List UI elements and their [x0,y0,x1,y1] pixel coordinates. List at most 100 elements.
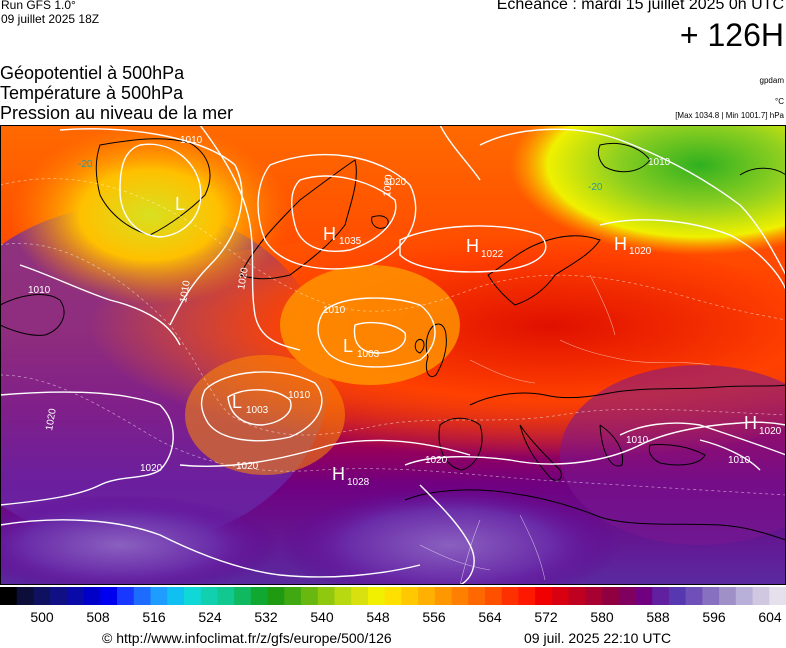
country-borders [419,274,711,585]
colorbar-swatch [735,587,754,605]
colorbar-swatch [401,587,419,605]
colorbar [0,587,786,605]
colorbar-swatch [635,587,653,605]
pressure-center: H 1022 [466,236,504,260]
title-geopotential: Géopotentiel à 500hPa [0,63,185,83]
colorbar-swatch [602,587,620,605]
colorbar-tick-label: 548 [366,609,390,625]
colorbar-swatch [200,587,218,605]
colorbar-swatch [183,587,202,605]
unit-geopotential: gpdam [759,76,784,85]
colorbar-swatch [117,587,135,605]
colorbar-swatch [50,587,68,605]
field-southwest-purple [0,495,280,585]
svg-text:1003: 1003 [246,405,269,416]
colorbar-swatch [518,587,536,605]
svg-text:H: H [466,236,479,256]
colorbar-swatch [16,587,35,605]
colorbar-tick-label: 564 [478,609,502,625]
isobar-label: 1010 [288,390,311,401]
colorbar-ticks: 500 508 516 524 532 540 548 556 564 572 580 588 596 6… [0,608,786,628]
isobar-labels: 1010 1020 1010 1020 1010 1010 1020 1010 … [28,135,751,474]
colorbar-tick-label: 588 [646,609,670,625]
colorbar-swatch [652,587,670,605]
colorbar-tick-label: 604 [758,609,782,625]
field-atlantic-orange [280,265,460,385]
title-pressure: Pression au niveau de la mer [0,103,234,123]
colorbar-swatch [668,587,687,605]
unit-pressure-range: [Max 1034.8 | Min 1001.7] hPa [675,111,784,120]
colorbar-swatch [568,587,586,605]
svg-text:1020: 1020 [759,426,782,437]
pressure-center: L 1003 [343,336,380,360]
colorbar-swatch [0,587,18,605]
footer-source-url: © http://www.infoclimat.fr/z/gfs/europe/… [102,630,392,646]
colorbar-swatch [501,587,520,605]
colorbar-swatch [719,587,737,605]
colorbar-swatch [484,587,503,605]
isobar-label: 1020 [236,266,251,290]
svg-text:L: L [343,336,353,356]
pressure-center: H 1020 [614,234,652,257]
footer-generated-time: 09 juil. 2025 22:10 UTC [524,630,672,646]
isobar-label: 1010 [28,285,51,296]
svg-text:H: H [332,464,345,484]
pressure-center: L 1003 [232,392,269,416]
field-northwest-yellow [10,125,290,305]
isobar-label: 1010 [728,455,751,466]
colorbar-tick-label: 516 [142,609,166,625]
colorbar-swatch [33,587,51,605]
isobar-label: 1020 [44,407,59,431]
temperature-label: -20 [78,159,93,170]
colorbar-swatch [752,587,770,605]
colorbar-tick-label: 596 [702,609,726,625]
svg-text:1028: 1028 [347,477,370,488]
geopotential-contours [0,178,786,496]
colorbar-tick-label: 580 [590,609,614,625]
colorbar-tick-label: 540 [310,609,334,625]
isobar-label: 1020 [425,455,448,466]
forecast-valid-time: Echéance : mardi 15 juillet 2025 0h UTC [496,0,784,13]
svg-text:H: H [323,224,336,244]
colorbar-swatch [367,587,386,605]
field-low-orange [185,355,345,475]
colorbar-swatch [618,587,637,605]
svg-text:H: H [744,413,757,433]
colorbar-swatch [585,587,603,605]
colorbar-swatch [66,587,85,605]
colorbar-tick-label: 500 [30,609,54,625]
colorbar-swatch [150,587,168,605]
lead-time: + 126H [679,17,784,53]
field-northeast-green [510,125,786,255]
weather-map: H 1035 H 1022 H 1020 L 1003 L 1003 H 1028 H 102… [0,125,786,585]
pressure-center: L [175,194,185,214]
colorbar-swatch [284,587,302,605]
isobar-label: 1010 [648,157,671,168]
isobar-label: 1010 [323,305,346,316]
field-east-purple [560,365,786,545]
colorbar-tick-label: 556 [422,609,446,625]
colorbar-swatch [702,587,720,605]
colorbar-swatch [334,587,352,605]
svg-text:H: H [614,234,627,254]
colorbar-swatch [418,587,436,605]
colorbar-tick-label: 508 [86,609,110,625]
isobar-label: 1020 [382,174,395,198]
isobar-label: 1010 [626,435,649,446]
colorbar-swatch [551,587,570,605]
run-date: 09 juillet 2025 18Z [1,12,100,26]
colorbar-swatch [317,587,336,605]
colorbar-swatch [217,587,235,605]
colorbar-swatch [133,587,152,605]
colorbar-swatch [301,587,319,605]
colorbar-swatch [167,587,185,605]
pressure-centers: H 1035 H 1022 H 1020 L 1003 L 1003 H 1028 H 102… [175,194,782,488]
svg-text:L: L [232,392,242,412]
svg-text:1020: 1020 [629,246,652,257]
colorbar-swatch [100,587,118,605]
temperature-labels: -20 -20 [78,159,603,193]
svg-text:1022: 1022 [481,249,504,260]
pressure-center: H 1020 [744,413,782,437]
unit-temperature: °C [775,97,784,106]
isobar-label: 1010 [178,279,193,303]
